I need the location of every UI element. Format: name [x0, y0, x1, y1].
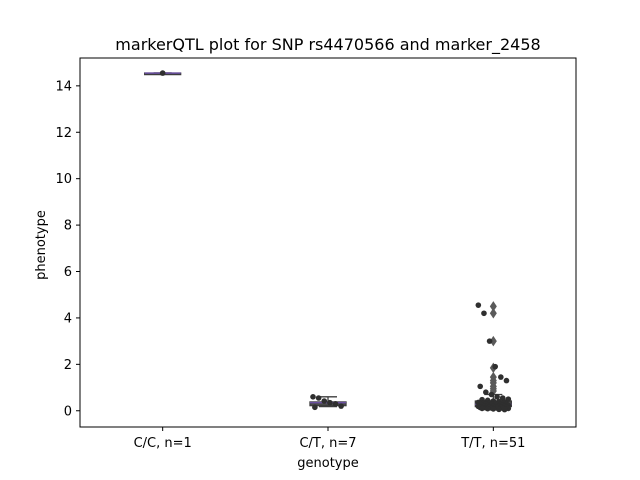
y-tick-label: 12: [55, 126, 72, 141]
data-point: [477, 383, 484, 390]
data-point: [503, 377, 510, 384]
data-point: [501, 406, 508, 413]
y-tick-label: 14: [55, 79, 72, 94]
data-point: [479, 405, 485, 412]
x-tick-label: C/C, n=1: [134, 436, 192, 451]
data-point: [321, 398, 328, 404]
y-tick-label: 6: [64, 265, 72, 280]
y-tick-label: 8: [64, 219, 72, 234]
plot-area: [144, 70, 512, 413]
y-tick-label: 10: [55, 172, 72, 187]
y-axis-label: phenotype: [34, 210, 49, 280]
chart-title: markerQTL plot for SNP rs4470566 and mar…: [115, 35, 540, 55]
data-point: [159, 70, 166, 76]
data-point: [488, 391, 495, 398]
x-tick-label: T/T, n=51: [460, 436, 525, 451]
data-point: [315, 395, 322, 401]
data-point: [332, 400, 339, 407]
y-tick-label: 2: [64, 358, 72, 373]
data-point: [312, 404, 318, 411]
data-point: [327, 399, 333, 406]
data-point: [498, 374, 504, 380]
data-point: [481, 310, 487, 317]
box-outlier: [489, 308, 497, 319]
data-point: [475, 302, 482, 308]
data-point: [486, 338, 493, 344]
data-point: [484, 405, 491, 412]
data-point: [338, 403, 344, 409]
data-point: [492, 363, 499, 370]
y-tick-label: 4: [64, 311, 72, 326]
x-tick-label: C/T, n=7: [299, 436, 356, 451]
axes: 0 2 4 6 8 10 12 14 C/C, n=1 C/T, n=7 T/T, n=51: [55, 79, 525, 451]
data-point: [496, 406, 502, 413]
data-point: [483, 389, 489, 395]
y-tick-label: 0: [64, 404, 72, 419]
box-outlier: [489, 335, 497, 347]
box-outlier: [489, 301, 497, 312]
x-axis-label: genotype: [297, 456, 358, 471]
data-point: [310, 394, 316, 400]
data-point: [494, 394, 500, 400]
data-point: [490, 406, 497, 412]
